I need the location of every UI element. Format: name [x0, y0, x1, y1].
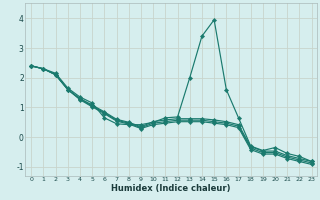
X-axis label: Humidex (Indice chaleur): Humidex (Indice chaleur) [111, 184, 231, 193]
